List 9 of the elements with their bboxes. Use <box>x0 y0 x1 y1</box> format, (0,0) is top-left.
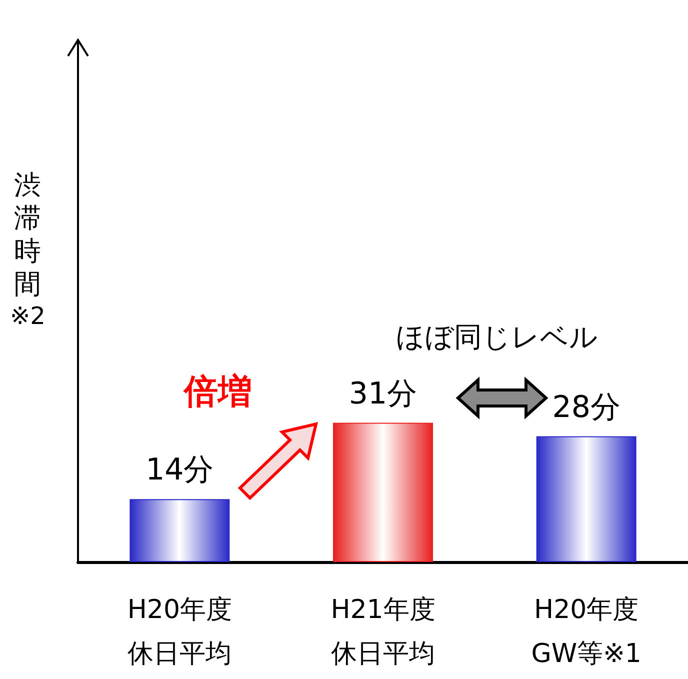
data-label: 14分 <box>146 452 214 488</box>
data-label: 28分 <box>552 390 620 425</box>
text: 倍増 <box>183 372 252 412</box>
x-tick-label: H21年度休日平均 <box>330 595 436 669</box>
data-label: 31分 <box>348 376 418 412</box>
x-tick-label: H20年度休日平均 <box>127 595 232 669</box>
y-axis-title: 渋滞時間※2 <box>10 170 46 330</box>
x-tick-label: H20年度GW等※1 <box>531 595 642 669</box>
text: ほぼ同じレベル <box>396 320 598 354</box>
